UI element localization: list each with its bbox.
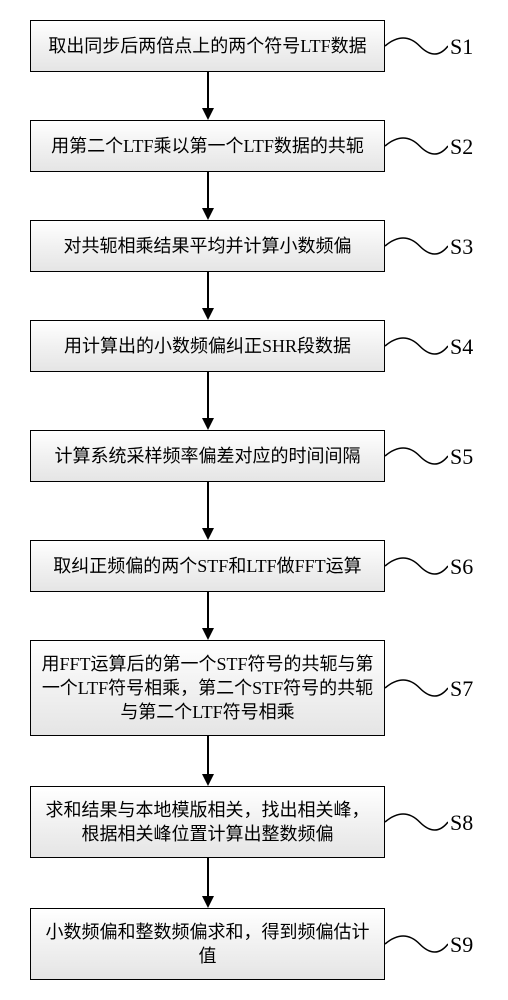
step-label-s9: S9 [450,932,473,958]
arrow-line-3 [207,372,209,420]
step-label-s2: S2 [450,134,473,160]
step-text: 小数频偏和整数频偏求和，得到频偏估计值 [37,920,378,969]
arrow-line-5 [207,592,209,630]
step-box-s7: 用FFT运算后的第一个STF符号的共轭与第一个LTF符号相乘，第二个STF符号的… [30,640,385,736]
step-label-s3: S3 [450,234,473,260]
arrow-head-3 [202,418,214,430]
arrow-head-7 [202,896,214,908]
connector-s9 [385,926,446,958]
step-label-s8: S8 [450,810,473,836]
step-label-s6: S6 [450,554,473,580]
arrow-head-6 [202,774,214,786]
arrow-line-7 [207,858,209,898]
step-text: 用FFT运算后的第一个STF符号的共轭与第一个LTF符号相乘，第二个STF符号的… [37,652,378,725]
connector-s4 [385,328,446,360]
step-box-s8: 求和结果与本地模版相关，找出相关峰，根据相关峰位置计算出整数频偏 [30,786,385,858]
step-text: 对共轭相乘结果平均并计算小数频偏 [64,234,352,258]
connector-s5 [385,438,446,470]
arrow-line-4 [207,482,209,530]
step-label-s7: S7 [450,676,473,702]
arrow-line-2 [207,272,209,310]
step-text: 求和结果与本地模版相关，找出相关峰，根据相关峰位置计算出整数频偏 [37,798,378,847]
connector-s8 [385,804,446,836]
connector-s3 [385,228,446,260]
step-box-s5: 计算系统采样频率偏差对应的时间间隔 [30,430,385,482]
step-box-s1: 取出同步后两倍点上的两个符号LTF数据 [30,20,385,72]
step-label-s1: S1 [450,34,473,60]
connector-s1 [385,28,446,60]
step-text: 取出同步后两倍点上的两个符号LTF数据 [48,34,366,58]
step-label-s4: S4 [450,334,473,360]
connector-s2 [385,128,446,160]
arrow-line-6 [207,736,209,776]
step-text: 计算系统采样频率偏差对应的时间间隔 [55,444,361,468]
arrow-head-2 [202,308,214,320]
arrow-head-5 [202,628,214,640]
flowchart-container: 取出同步后两倍点上的两个符号LTF数据 S1 用第二个LTF乘以第一个LTF数据的共… [0,0,508,1000]
connector-s6 [385,548,446,580]
step-text: 取纠正频偏的两个STF和LTF做FFT运算 [53,554,361,578]
arrow-head-1 [202,208,214,220]
step-label-s5: S5 [450,444,473,470]
step-text: 用计算出的小数频偏纠正SHR段数据 [64,334,351,358]
step-box-s9: 小数频偏和整数频偏求和，得到频偏估计值 [30,908,385,980]
arrow-head-0 [202,108,214,120]
arrow-line-1 [207,172,209,210]
step-box-s4: 用计算出的小数频偏纠正SHR段数据 [30,320,385,372]
step-text: 用第二个LTF乘以第一个LTF数据的共轭 [51,134,364,158]
step-box-s3: 对共轭相乘结果平均并计算小数频偏 [30,220,385,272]
arrow-head-4 [202,528,214,540]
step-box-s2: 用第二个LTF乘以第一个LTF数据的共轭 [30,120,385,172]
connector-s7 [385,670,446,702]
step-box-s6: 取纠正频偏的两个STF和LTF做FFT运算 [30,540,385,592]
arrow-line-0 [207,72,209,110]
